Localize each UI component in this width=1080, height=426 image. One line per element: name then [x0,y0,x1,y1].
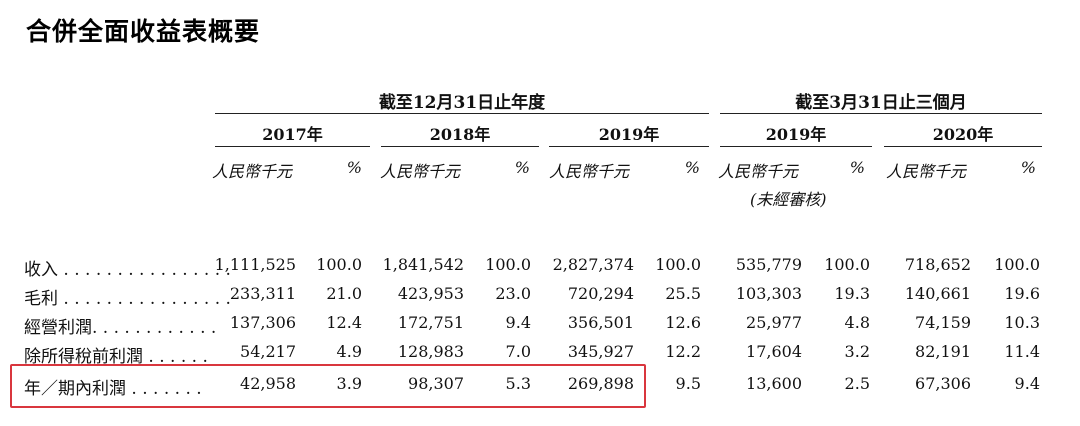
value-amount: 17,604 [746,342,802,361]
value-amount: 345,927 [567,342,634,361]
year-rule-2018 [381,146,539,147]
value-percent: 11.4 [1004,342,1040,361]
value-percent: 3.9 [336,374,362,393]
unit-heading: 人民幣千元 [212,162,293,181]
value-percent: 4.8 [844,313,870,332]
value-amount: 269,898 [567,374,634,393]
value-percent: 3.2 [844,342,870,361]
value-amount: 233,311 [229,284,296,303]
page-title: 合併全面收益表概要 [26,17,261,46]
unaudited-note: (未經審核) [750,190,827,209]
value-amount: 718,652 [904,255,971,274]
value-amount: 103,303 [735,284,802,303]
value-amount: 535,779 [735,255,802,274]
unit-heading: 人民幣千元 [380,162,461,181]
value-amount: 98,307 [408,374,464,393]
year-heading-2019: 2019年 [598,125,660,144]
unit-heading: 人民幣千元 [886,162,967,181]
percent-heading: % [1020,158,1036,177]
value-amount: 720,294 [567,284,634,303]
value-amount: 42,958 [240,374,296,393]
value-amount: 54,217 [240,342,296,361]
value-amount: 140,661 [904,284,971,303]
value-percent: 9.4 [505,313,531,332]
value-amount: 172,751 [397,313,464,332]
percent-heading: % [849,158,865,177]
annual-period-heading: 截至12月31日止年度 [378,93,546,113]
value-amount: 356,501 [567,313,634,332]
value-percent: 19.6 [1004,284,1040,303]
year-rule-2019-q1 [720,146,872,147]
row-label-profit-for-period: 年／期內利潤 . . . . . . . [24,379,202,399]
value-percent: 9.5 [675,374,701,393]
year-heading-2020-q1: 2020年 [932,125,994,144]
value-percent: 7.0 [505,342,531,361]
value-amount: 1,111,525 [214,255,296,274]
value-amount: 423,953 [397,284,464,303]
value-amount: 74,159 [915,313,971,332]
value-percent: 25.5 [665,284,701,303]
value-percent: 12.6 [665,313,701,332]
row-label-gross-profit: 毛利 . . . . . . . . . . . . . . . . [24,289,231,309]
quarter-period-heading: 截至3月31日止三個月 [795,93,967,113]
value-amount: 1,841,542 [382,255,464,274]
value-percent: 19.3 [834,284,870,303]
value-percent: 23.0 [495,284,531,303]
year-rule-2019 [549,146,709,147]
unit-heading: 人民幣千元 [549,162,630,181]
value-percent: 4.9 [336,342,362,361]
value-percent: 100.0 [316,255,362,274]
value-percent: 100.0 [485,255,531,274]
year-rule-2017 [215,146,370,147]
percent-heading: % [684,158,700,177]
unit-heading: 人民幣千元 [718,162,799,181]
value-percent: 100.0 [824,255,870,274]
value-amount: 25,977 [746,313,802,332]
year-heading-2018: 2018年 [429,125,491,144]
value-percent: 12.4 [326,313,362,332]
value-amount: 13,600 [746,374,802,393]
value-amount: 137,306 [229,313,296,332]
value-amount: 67,306 [915,374,971,393]
percent-heading: % [346,158,362,177]
value-percent: 10.3 [1004,313,1040,332]
value-percent: 100.0 [994,255,1040,274]
value-percent: 2.5 [844,374,870,393]
percent-heading: % [514,158,530,177]
value-percent: 100.0 [655,255,701,274]
row-label-revenue: 收入 . . . . . . . . . . . . . . . . [24,260,231,280]
value-amount: 128,983 [397,342,464,361]
annual-heading-rule [215,113,709,114]
value-amount: 82,191 [915,342,971,361]
quarter-heading-rule [720,113,1042,114]
year-heading-2019-q1: 2019年 [765,125,827,144]
value-amount: 2,827,374 [552,255,634,274]
highlight-box [10,364,646,408]
year-heading-2017: 2017年 [262,125,323,144]
row-label-profit-before-tax: 除所得稅前利潤 . . . . . . [24,347,208,367]
row-label-operating-profit: 經營利潤. . . . . . . . . . . . [24,318,217,338]
value-percent: 5.3 [505,374,531,393]
value-percent: 21.0 [326,284,362,303]
year-rule-2020-q1 [884,146,1042,147]
value-percent: 12.2 [665,342,701,361]
value-percent: 9.4 [1014,374,1040,393]
